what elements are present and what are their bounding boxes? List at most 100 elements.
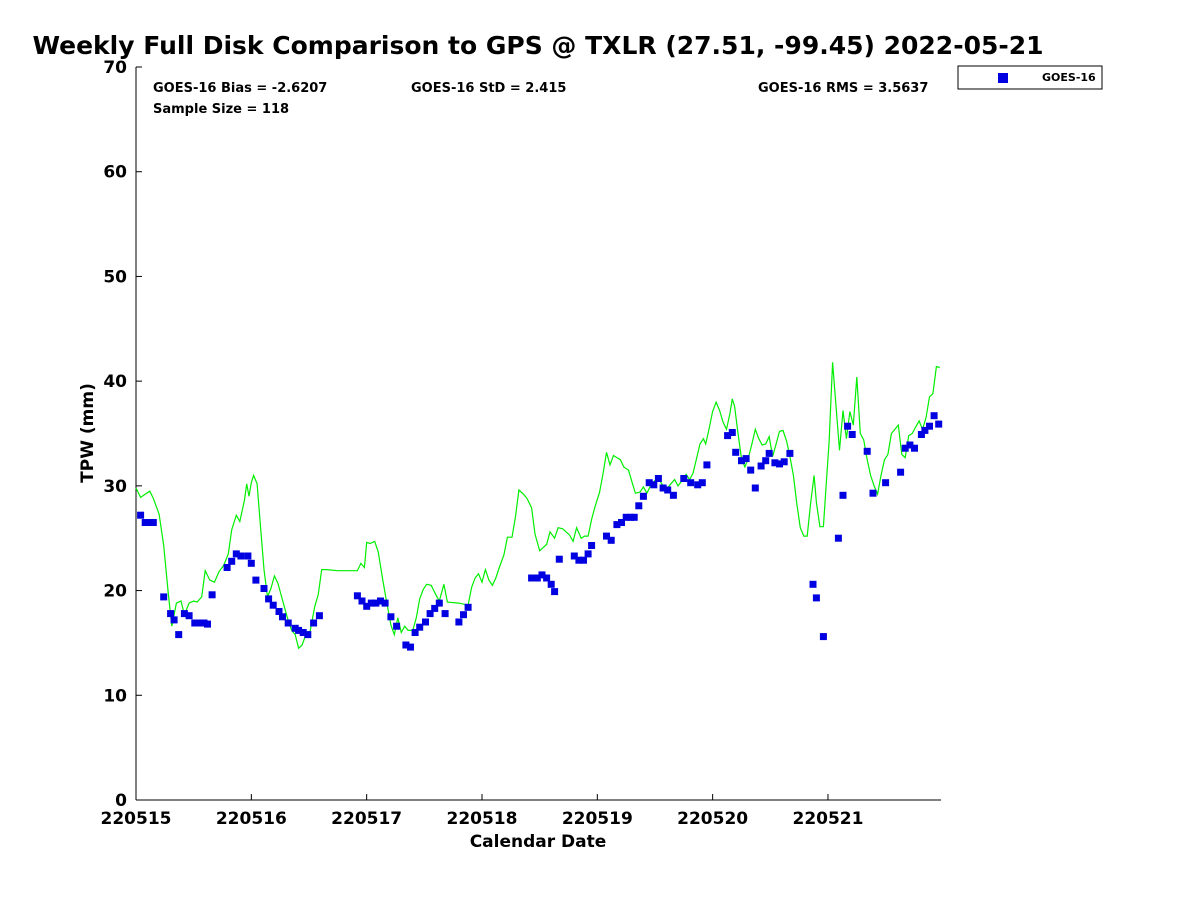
goes16-point <box>228 557 236 565</box>
y-tick-label: 30 <box>103 477 127 497</box>
goes16-point <box>645 479 653 487</box>
goes16-point <box>844 422 852 430</box>
goes16-point <box>869 489 877 497</box>
goes16-point <box>185 612 193 620</box>
goes16-point <box>260 585 268 592</box>
goes16-point <box>698 479 706 487</box>
goes16-point <box>538 571 546 579</box>
x-tick-label: 220517 <box>331 809 402 829</box>
goes16-point <box>935 420 943 428</box>
goes16-point <box>687 479 695 487</box>
goes16-point <box>738 457 745 465</box>
goes16-point <box>834 534 842 542</box>
goes16-point <box>279 613 286 621</box>
goes16-point <box>244 552 252 560</box>
goes16-point <box>393 622 401 630</box>
goes16-point <box>742 455 750 463</box>
goes16-point <box>402 641 410 649</box>
goes16-point <box>543 574 551 582</box>
goes16-point <box>422 618 429 626</box>
goes16-point <box>247 559 255 567</box>
goes16-point <box>252 576 260 584</box>
goes16-point <box>411 629 419 636</box>
goes16-point <box>906 441 914 449</box>
axes <box>135 67 941 801</box>
goes16-point <box>650 481 658 489</box>
goes16-point <box>786 449 794 457</box>
bias-stat: GOES-16 Bias = -2.6207 <box>153 81 327 96</box>
goes16-point <box>191 619 199 627</box>
goes16-point <box>237 552 245 560</box>
goes16-point <box>175 631 183 639</box>
goes16-point <box>464 603 472 611</box>
plot-area <box>136 67 941 800</box>
goes16-point <box>882 479 890 487</box>
goes16-point <box>776 460 783 468</box>
goes16-point <box>372 599 380 607</box>
y-tick-label: 20 <box>103 582 127 602</box>
goes16-point <box>460 611 467 619</box>
goes16-point <box>160 593 168 601</box>
goes16-point <box>223 564 231 571</box>
goes16-point <box>580 556 587 564</box>
goes16-point <box>921 426 929 434</box>
goes16-point <box>639 492 647 500</box>
goes16-point <box>208 591 216 599</box>
std-stat: GOES-16 StD = 2.415 <box>411 81 566 96</box>
goes16-point <box>367 599 375 607</box>
goes16-point <box>897 468 905 476</box>
goes16-point <box>426 610 434 618</box>
goes16-point <box>295 626 303 634</box>
x-axis-label: Calendar Date <box>470 832 607 852</box>
goes16-point <box>204 620 211 628</box>
goes16-point <box>659 484 667 492</box>
x-tick-label: 220520 <box>677 809 748 829</box>
goes16-point <box>441 610 449 618</box>
goes16-point <box>269 601 277 609</box>
goes16-point <box>180 610 188 618</box>
y-tick-label: 10 <box>103 686 127 706</box>
goes16-point <box>387 613 395 621</box>
rms-stat: GOES-16 RMS = 3.5637 <box>758 81 928 96</box>
legend: GOES-16 <box>957 65 1103 90</box>
goes16-point <box>275 608 283 615</box>
goes16-point <box>780 458 788 466</box>
goes16-point <box>533 574 541 582</box>
legend-label-goes16: GOES-16 <box>1042 71 1096 84</box>
x-tick-label: 220515 <box>101 809 172 829</box>
goes16-point <box>381 599 389 607</box>
goes16-point <box>407 643 414 651</box>
goes16-point <box>310 619 318 627</box>
chart-title: Weekly Full Disk Comparison to GPS @ TXL… <box>32 31 1043 60</box>
y-tick-label: 40 <box>103 372 127 392</box>
goes16-point <box>635 502 643 510</box>
goes16-point <box>839 491 847 499</box>
x-tick-label: 220521 <box>792 809 863 829</box>
goes16-point <box>694 481 702 489</box>
goes16-point <box>416 623 424 631</box>
x-tick-label: 220518 <box>446 809 517 829</box>
y-tick-label: 50 <box>103 267 127 287</box>
goes16-point <box>724 432 732 440</box>
x-tick-label: 220516 <box>216 809 287 829</box>
goes16-point <box>607 536 615 544</box>
y-tick-label: 70 <box>103 58 127 78</box>
sample-size-stat: Sample Size = 118 <box>153 102 289 117</box>
goes16-point <box>765 449 773 457</box>
goes16-point <box>431 604 439 612</box>
goes16-point <box>751 484 759 492</box>
goes16-point <box>618 519 625 526</box>
goes16-point <box>575 556 583 564</box>
goes16-point <box>315 612 323 620</box>
stats-annotations: GOES-16 Bias = -2.6207 GOES-16 StD = 2.4… <box>153 81 928 117</box>
x-tick-label: 220519 <box>562 809 633 829</box>
goes16-point <box>141 519 149 526</box>
legend-marker-goes16 <box>998 73 1008 83</box>
goes16-point <box>812 594 820 602</box>
goes16-point <box>930 412 938 420</box>
goes16-point <box>613 521 621 529</box>
goes16-point <box>547 580 555 588</box>
goes16-point <box>848 431 856 438</box>
goes16-point <box>299 629 307 636</box>
goes16-point <box>664 486 672 494</box>
